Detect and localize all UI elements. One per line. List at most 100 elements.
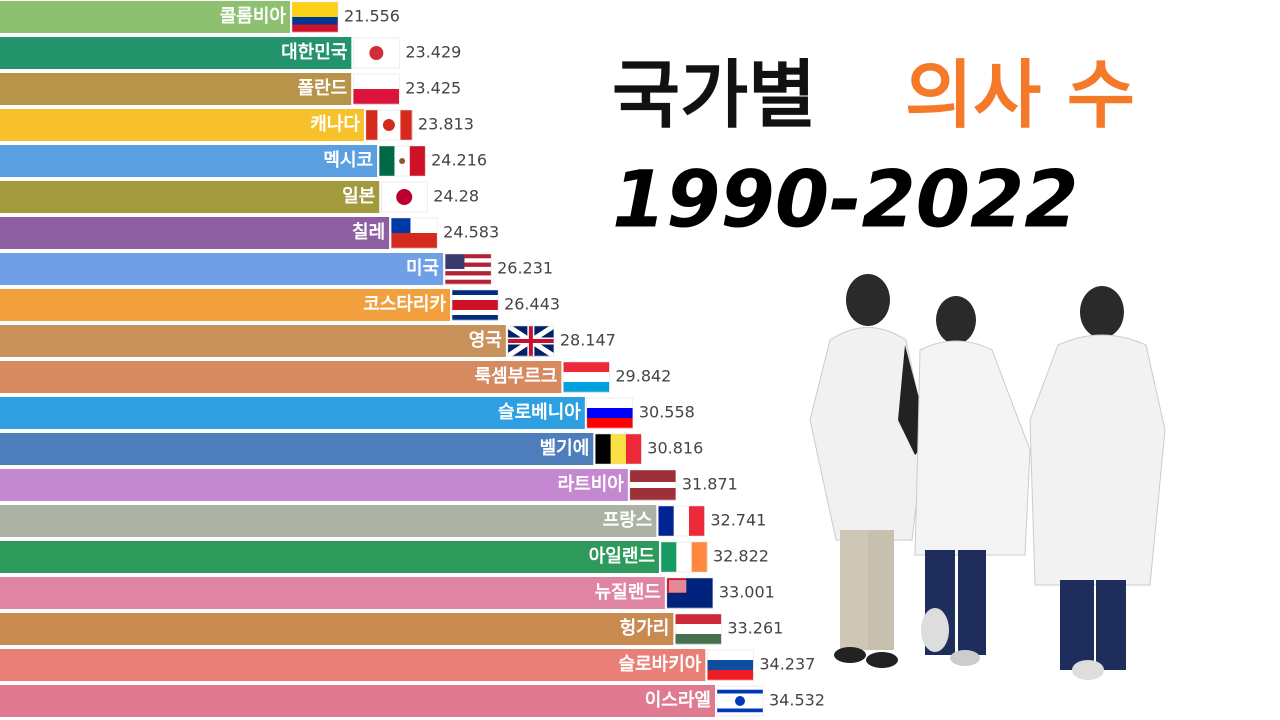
value-label: 29.842 [615, 367, 671, 386]
flag-stripe [563, 362, 610, 373]
category-label: 룩셈부르크 [475, 366, 558, 387]
chart-title: 국가별 [612, 53, 816, 139]
flag [658, 505, 705, 537]
value-label: 32.822 [713, 547, 769, 566]
flag [675, 613, 722, 645]
flag [451, 289, 499, 321]
bar [0, 325, 506, 357]
category-label: 슬로바키아 [619, 654, 702, 675]
flag-border [352, 73, 400, 105]
category-label: 폴란드 [298, 78, 348, 99]
flag-emblem [382, 119, 395, 131]
chart-title-highlight: 의사 수 [905, 53, 1135, 139]
doctors-photo [809, 274, 1166, 680]
flag [352, 73, 400, 105]
flag [707, 649, 754, 681]
flag-stripe [629, 482, 676, 489]
bar [0, 73, 352, 105]
chart-subtitle: 1990-2022 [612, 155, 1079, 245]
flag [378, 145, 426, 177]
bar [0, 469, 628, 501]
flag-border [707, 649, 754, 681]
flag [629, 469, 677, 501]
flag-stripe [691, 542, 708, 572]
flag [291, 1, 339, 33]
flag-stripe [292, 2, 338, 18]
bar [0, 37, 352, 69]
flag-stripe [717, 689, 763, 694]
flag-stripe [445, 258, 492, 263]
flag-stripe [353, 89, 400, 105]
flag-stripe [365, 110, 378, 140]
flag-stripe [452, 290, 499, 296]
flag [660, 541, 708, 573]
flag-stripe [717, 712, 763, 717]
category-label: 일본 [342, 186, 375, 207]
value-label: 31.871 [682, 475, 738, 494]
flag-stripe [292, 24, 338, 33]
flag-stripe [675, 614, 722, 625]
flag-stripe [707, 670, 754, 681]
flag-stripe [563, 372, 610, 383]
category-label: 슬로베니아 [498, 402, 581, 423]
value-label: 34.532 [769, 691, 825, 710]
flag-canton [391, 218, 411, 233]
bar [0, 397, 585, 429]
bar [0, 505, 657, 537]
category-label: 프랑스 [603, 510, 653, 531]
value-label: 23.429 [405, 43, 461, 62]
flag-stripe [445, 271, 492, 276]
flag-stripe [445, 254, 492, 259]
flag-stripe [586, 408, 633, 419]
flag-border [716, 685, 764, 717]
value-label: 33.261 [727, 619, 783, 638]
flag-stripe [610, 434, 627, 464]
flag-stripe [629, 470, 676, 483]
bar [0, 145, 378, 177]
flag [390, 217, 438, 249]
flag-border [666, 577, 714, 609]
flag-stripe [452, 295, 499, 301]
category-label: 영국 [469, 330, 502, 351]
flag [506, 323, 556, 359]
value-label: 33.001 [719, 583, 775, 602]
flag-stripe [675, 624, 722, 635]
flag-border [675, 613, 722, 645]
flag-border [563, 361, 610, 393]
flag [353, 37, 400, 69]
value-label: 30.558 [639, 403, 695, 422]
flag-stripe [391, 233, 438, 249]
flag-stripe [689, 506, 705, 536]
category-label: 벨기에 [540, 438, 590, 459]
flag-border [380, 181, 428, 213]
flag-stripe [673, 506, 690, 536]
bar [0, 685, 715, 717]
value-label: 24.216 [431, 151, 487, 170]
value-label: 28.147 [560, 331, 616, 350]
category-label: 콜롬비아 [220, 6, 287, 27]
value-label: 26.443 [504, 295, 560, 314]
bar [0, 253, 444, 285]
value-label: 23.425 [405, 79, 461, 98]
value-label: 34.237 [759, 655, 815, 674]
flag-border [390, 217, 438, 249]
bar [0, 109, 364, 141]
category-label: 대한민국 [281, 42, 347, 63]
category-label: 헝가리 [620, 618, 670, 639]
value-label: 23.813 [418, 115, 474, 134]
flag-stripe [409, 146, 426, 176]
flag-border [444, 253, 492, 285]
value-label: 24.28 [433, 187, 479, 206]
flag-cross [507, 326, 554, 356]
flag-border [291, 1, 339, 33]
bar [0, 433, 594, 465]
flag-emblem [369, 46, 384, 60]
flag [380, 181, 428, 213]
flag [595, 433, 642, 465]
flag-border [586, 397, 634, 429]
value-label: 21.556 [344, 7, 400, 26]
category-label: 이스라엘 [645, 690, 711, 711]
value-label: 32.741 [710, 511, 766, 530]
bar [0, 541, 659, 573]
